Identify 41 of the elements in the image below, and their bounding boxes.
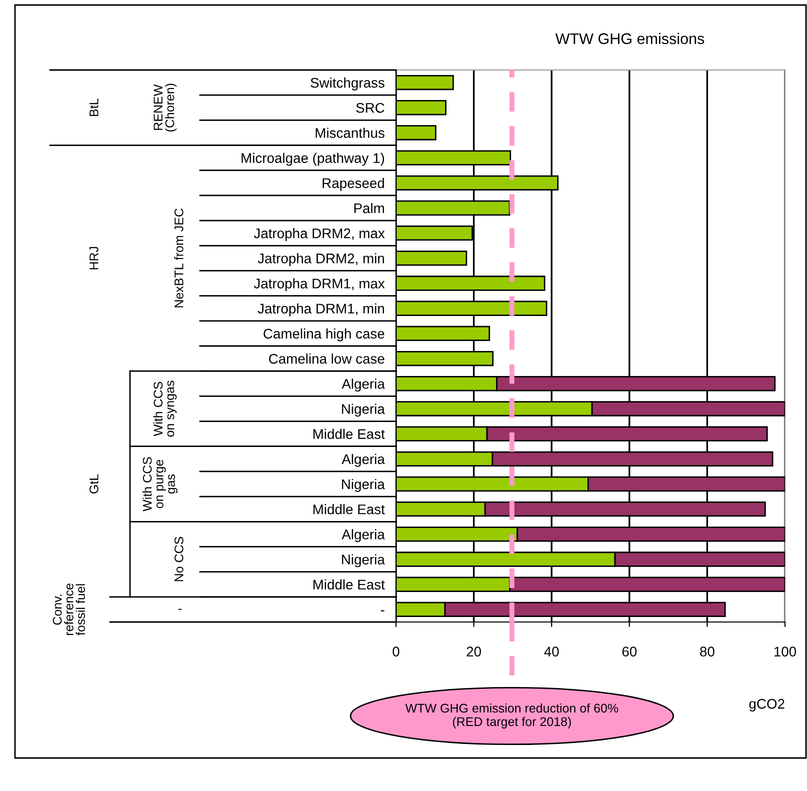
y-tick-label: Middle East <box>313 504 385 514</box>
y-tick-label: Middle East <box>313 579 385 590</box>
y-tick-label: Miscanthus <box>316 128 384 138</box>
text: Conv. reference fossil fuel <box>52 584 86 636</box>
x-tick-label: 0 <box>392 646 400 657</box>
text: With CCS on purge gas <box>142 457 178 512</box>
y-tick-label: Microalgae (pathway 1) <box>242 152 384 166</box>
y-tick-label: Jatropha DRM2, min <box>258 253 384 266</box>
y-tick-label: Jatropha DRM2, max <box>254 228 385 242</box>
ref-line-label: WTW GHG emission reduction of 60% (RED target for 2018) <box>405 703 618 729</box>
text: No CCS <box>174 536 184 582</box>
y-tick-label: Palm <box>354 202 384 214</box>
x-tick-label: 40 <box>544 646 559 657</box>
text: - <box>178 608 182 610</box>
chart-title: WTW GHG emissions <box>555 32 704 44</box>
y-tick-label: Camelina high case <box>264 328 384 342</box>
y-tick-label: Nigeria <box>342 404 385 417</box>
y-tick-label: Nigeria <box>342 554 385 568</box>
x-tick-label: 100 <box>774 646 796 657</box>
text: With CCS on syngas <box>153 380 177 437</box>
y-tick-label: Camelina low case <box>269 354 384 364</box>
y-tick-label: Jatropha DRM1, max <box>254 278 385 292</box>
y-tick-label: Switchgrass <box>310 78 384 90</box>
y-tick-label: Rapeseed <box>322 178 384 191</box>
x-axis-title: gCO2 <box>749 698 784 712</box>
text: GtL <box>90 474 98 494</box>
text: BtL <box>90 98 98 116</box>
y-tick-label: Nigeria <box>342 478 385 492</box>
x-tick-label: 60 <box>622 646 637 657</box>
y-tick-label: - <box>380 610 384 612</box>
text: HRJ <box>90 246 98 270</box>
text: RENEW (Choren) <box>154 84 177 132</box>
x-tick-label: 80 <box>700 646 714 657</box>
y-tick-label: Algeria <box>342 454 385 467</box>
text: NexBTL from JEC <box>174 208 184 308</box>
y-tick-label: SRC <box>356 102 384 113</box>
y-tick-label: Algeria <box>342 378 385 392</box>
y-tick-label: Algeria <box>342 529 385 542</box>
y-tick-label: Middle East <box>313 428 385 439</box>
x-tick-label: 20 <box>466 646 481 657</box>
y-tick-label: Jatropha DRM1, min <box>258 303 384 316</box>
